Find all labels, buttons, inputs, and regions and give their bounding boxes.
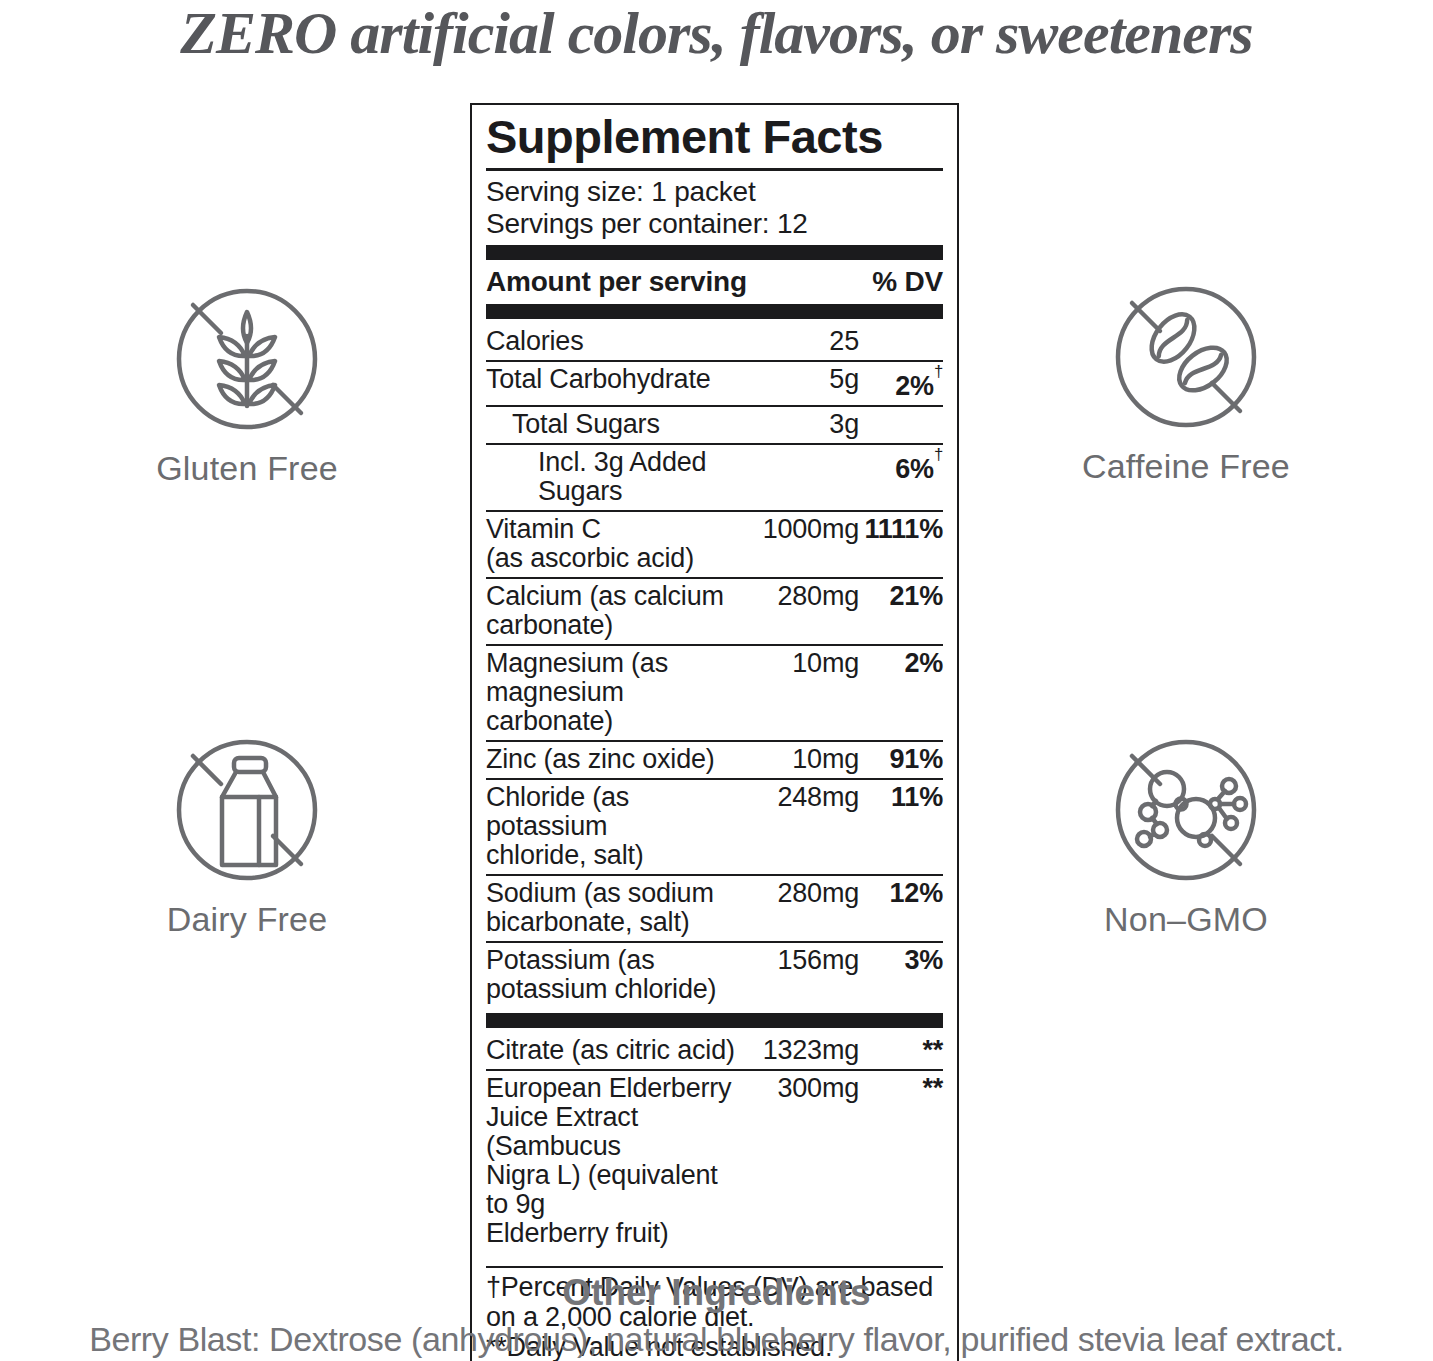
nutrient-name: Vitamin C (as ascorbic acid) (486, 515, 747, 573)
facts-row: Sodium (as sodium bicarbonate, salt)280m… (486, 874, 943, 941)
nutrient-name: Chloride (as potassium chloride, salt) (486, 783, 747, 870)
facts-row: Total Sugars3g (486, 405, 943, 443)
facts-row: Chloride (as potassium chloride, salt)24… (486, 778, 943, 874)
nutrient-dv: 21% (859, 582, 943, 611)
facts-row: Citrate (as citric acid)1323mg** (486, 1033, 943, 1069)
nutrient-dv: 2% (859, 649, 943, 678)
facts-row: Calories25 (486, 324, 943, 360)
nutrient-name: Incl. 3g Added Sugars (486, 448, 747, 506)
nutrient-amount: 5g (747, 365, 859, 394)
amount-per-serving-header: Amount per serving (486, 267, 747, 297)
facts-row: Magnesium (as magnesium carbonate)10mg2% (486, 644, 943, 740)
badge-dairy-free: Dairy Free (136, 727, 358, 939)
section-bar (486, 304, 943, 319)
facts-row: Calcium (as calcium carbonate)280mg21% (486, 577, 943, 644)
dv-header: % DV (872, 267, 943, 297)
nutrient-amount: 3g (747, 410, 859, 439)
nutrient-amount: 25 (747, 327, 859, 356)
nutrient-dv: ** (859, 1036, 943, 1065)
nutrient-dv: ** (859, 1074, 943, 1103)
milk-carton-icon (164, 727, 330, 893)
badge-caffeine-free: Caffeine Free (1075, 274, 1297, 486)
nutrient-dv: 3% (859, 946, 943, 975)
nutrient-name: Sodium (as sodium bicarbonate, salt) (486, 879, 747, 937)
nutrient-amount: 10mg (747, 745, 859, 774)
coffee-beans-icon (1103, 274, 1269, 440)
facts-row: European Elderberry Juice Extract (Sambu… (486, 1069, 943, 1252)
supplement-facts-panel: Supplement Facts Serving size: 1 packet … (470, 103, 959, 1361)
nutrient-amount: 10mg (747, 649, 859, 678)
serving-size: Serving size: 1 packet (486, 176, 943, 208)
nutrient-amount: 1323mg (747, 1036, 859, 1065)
badge-label-caffeine-free: Caffeine Free (1075, 446, 1297, 486)
nutrient-dv: 11% (859, 783, 943, 812)
column-header-row: Amount per serving % DV (486, 265, 943, 299)
section-bar (486, 245, 943, 260)
nutrient-dv: 2%† (859, 365, 943, 401)
nutrient-name: Citrate (as citric acid) (486, 1036, 747, 1065)
nutrient-name: Total Sugars (486, 410, 747, 439)
badge-label-non-gmo: Non–GMO (1075, 899, 1297, 939)
nutrient-amount: 248mg (747, 783, 859, 812)
badge-non-gmo: Non–GMO (1075, 727, 1297, 939)
nutrient-dv: 91% (859, 745, 943, 774)
nutrient-name: Magnesium (as magnesium carbonate) (486, 649, 747, 736)
nutrient-amount: 280mg (747, 879, 859, 908)
facts-rows: Calories25Total Carbohydrate5g2%†Total S… (486, 324, 943, 1252)
nutrient-dv: 12% (859, 879, 943, 908)
badge-label-gluten-free: Gluten Free (136, 448, 358, 488)
other-ingredients-title: Other Ingredients (0, 1272, 1433, 1314)
other-ingredients-text: Berry Blast: Dextrose (anhydrous), natur… (0, 1320, 1433, 1358)
badge-gluten-free: Gluten Free (136, 276, 358, 488)
nutrient-dv: 6%† (859, 448, 943, 484)
facts-row: Zinc (as zinc oxide)10mg91% (486, 740, 943, 778)
wheat-icon (164, 276, 330, 442)
product-label-image: { "headline": "ZERO artificial colors, f… (0, 0, 1433, 1361)
nutrient-name: European Elderberry Juice Extract (Sambu… (486, 1074, 747, 1248)
nutrient-name: Zinc (as zinc oxide) (486, 745, 747, 774)
facts-row: Potassium (as potassium chloride)156mg3% (486, 941, 943, 1008)
nutrient-amount: 156mg (747, 946, 859, 975)
nutrient-amount: 1000mg (747, 515, 859, 544)
molecules-icon (1103, 727, 1269, 893)
nutrient-name: Potassium (as potassium chloride) (486, 946, 747, 1004)
nutrient-name: Calcium (as calcium carbonate) (486, 582, 747, 640)
nutrient-name: Total Carbohydrate (486, 365, 747, 394)
title-rule (486, 168, 943, 171)
section-bar (486, 1013, 943, 1028)
headline: ZERO artificial colors, flavors, or swee… (0, 0, 1433, 66)
nutrient-dv: 1111% (859, 515, 943, 544)
nutrient-amount: 280mg (747, 582, 859, 611)
badge-label-dairy-free: Dairy Free (136, 899, 358, 939)
panel-title: Supplement Facts (486, 111, 943, 163)
nutrient-name: Calories (486, 327, 747, 356)
facts-row: Total Carbohydrate5g2%† (486, 360, 943, 405)
servings-per-container: Servings per container: 12 (486, 208, 943, 240)
facts-row: Incl. 3g Added Sugars 6%† (486, 443, 943, 510)
nutrient-amount: 300mg (747, 1074, 859, 1103)
facts-row: Vitamin C (as ascorbic acid)1000mg1111% (486, 510, 943, 577)
